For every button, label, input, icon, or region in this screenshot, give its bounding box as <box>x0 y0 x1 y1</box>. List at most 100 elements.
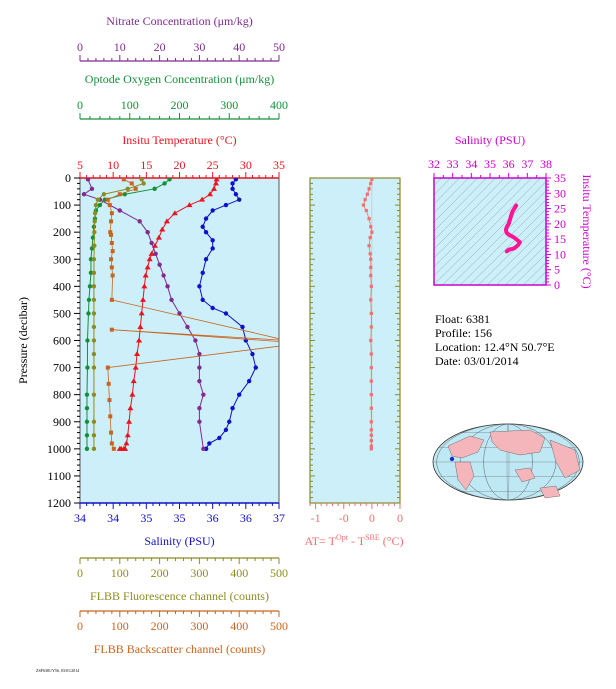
salinity-tick-label: 34 <box>107 511 119 525</box>
nitrate-point <box>197 351 202 357</box>
backscatter-tick-label: 200 <box>151 619 169 633</box>
fluorescence-point <box>91 257 97 262</box>
temperature-point <box>132 364 139 370</box>
ts-temperature-tick-label: 10 <box>554 247 566 261</box>
pressure-tick-label: 1200 <box>47 496 71 510</box>
density-contour <box>477 217 546 285</box>
oxygen-axis: 0 100 200 300 400 Optode Oxygen Concentration… <box>77 72 288 120</box>
nitrate-point <box>117 208 123 213</box>
fluorescence-tick-label: 200 <box>151 566 169 580</box>
ts-temperature-tick-label: 30 <box>554 186 566 200</box>
pressure-tick-label: 0 <box>65 171 71 185</box>
float-id: Float: 6381 <box>435 312 491 326</box>
salinity-point <box>223 202 229 208</box>
salinity-point <box>230 186 235 192</box>
pressure-tick-label: 100 <box>53 198 71 212</box>
backscatter-point <box>109 430 114 435</box>
temperature-point <box>151 242 158 248</box>
fluorescence-point <box>91 338 97 343</box>
salinity-line <box>198 179 257 450</box>
at-point <box>369 257 373 261</box>
fluorescence-tick-label: 400 <box>230 566 248 580</box>
at-point <box>369 379 373 383</box>
density-contour <box>450 190 546 285</box>
backscatter-tick-label: 100 <box>111 619 129 633</box>
nitrate-point <box>197 378 202 384</box>
temperature-point <box>142 272 149 278</box>
ts-salinity-tick-label: 37 <box>521 157 533 171</box>
backscatter-point <box>121 178 126 182</box>
pressure-tick-label: 400 <box>53 279 71 293</box>
nitrate-point <box>81 192 87 197</box>
globe-map <box>432 423 584 501</box>
backscatter-point <box>109 232 114 237</box>
nitrate-tick-label: 0 <box>77 40 83 54</box>
ts-temperature-title: Insitu Temperature (°C) <box>580 174 594 288</box>
oxygen-point <box>86 297 92 303</box>
temperature-point <box>124 432 131 438</box>
density-contour <box>434 178 505 250</box>
backscatter-point <box>133 186 138 191</box>
at-point <box>363 198 367 202</box>
salinity-point <box>200 270 205 275</box>
backscatter-point <box>108 414 113 419</box>
nitrate-point <box>169 297 174 303</box>
at-point <box>369 428 373 432</box>
backscatter-point <box>129 181 134 186</box>
temperature-point <box>141 283 148 289</box>
backscatter-point <box>109 257 114 262</box>
fluorescence-point <box>139 178 144 182</box>
float-location-marker <box>449 456 455 462</box>
at-tick-label: 0 <box>369 511 375 525</box>
backscatter-point <box>117 192 122 197</box>
density-contour <box>434 178 523 268</box>
nitrate-point <box>197 419 202 424</box>
oxygen-point <box>85 338 90 343</box>
oxygen-point <box>162 181 167 186</box>
salinity-tick-label: 35 <box>140 511 152 525</box>
at-point <box>369 181 373 186</box>
nitrate-point <box>185 324 190 330</box>
backscatter-point <box>110 249 115 254</box>
temperature-point <box>116 445 123 451</box>
salinity-point <box>200 224 205 229</box>
nitrate-point <box>197 365 202 370</box>
backscatter-point <box>105 197 110 202</box>
temperature-point <box>138 310 145 316</box>
salinity-point <box>223 427 229 433</box>
salinity-axis-title: Salinity (PSU) <box>144 534 214 548</box>
globe-landmass <box>539 485 561 499</box>
nitrate-tick-label: 10 <box>114 40 126 54</box>
temperature-point <box>159 226 166 232</box>
at-point <box>369 325 373 329</box>
fluorescence-point <box>91 392 97 397</box>
temperature-point <box>146 256 153 262</box>
salinity-point <box>233 178 239 182</box>
density-contour <box>531 271 546 285</box>
fluorescence-point <box>101 192 107 197</box>
density-contours <box>434 178 546 285</box>
backscatter-point <box>285 339 289 343</box>
ts-temperature-tick-label: 5 <box>554 263 560 277</box>
pressure-tick-label: 700 <box>53 361 71 375</box>
density-contour <box>504 244 546 285</box>
at-point <box>367 217 371 221</box>
salinity-tick-label: 34 <box>74 511 86 525</box>
nitrate-point <box>157 262 162 267</box>
nitrate-point <box>197 406 202 411</box>
salinity-point <box>230 181 235 186</box>
density-contour <box>434 178 514 259</box>
oxygen-point <box>91 224 97 229</box>
oxygen-tick-label: 400 <box>270 98 288 112</box>
ts-salinity-tick-label: 38 <box>540 157 552 171</box>
globe-landmass <box>447 435 485 459</box>
temperature-point <box>212 180 219 186</box>
pressure-tick-label: 900 <box>53 415 71 429</box>
backscatter-tick-label: 400 <box>230 619 248 633</box>
salinity-point <box>253 365 258 370</box>
pressure-tick-label: 800 <box>53 388 71 402</box>
fluorescence-point <box>92 219 97 224</box>
temperature-point <box>130 378 137 384</box>
at-point <box>369 352 373 356</box>
at-point <box>369 365 373 370</box>
